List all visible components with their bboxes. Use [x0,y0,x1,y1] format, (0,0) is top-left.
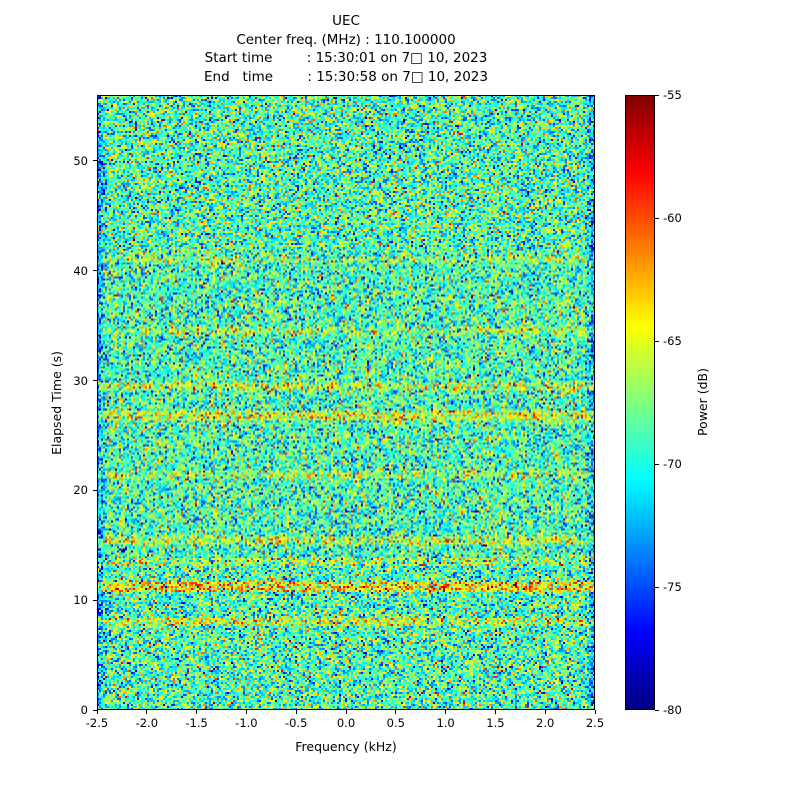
colorbar-label-text: Power (dB) [694,368,710,437]
y-tick-mark [93,709,97,711]
x-tick-label: -1.0 [235,716,258,730]
x-tick-label: 2.0 [536,716,555,730]
y-tick-label: 40 [73,263,88,278]
end-time-line: End time : 15:30:58 on 7□ 10, 2023 [204,68,488,85]
y-tick-mark [93,599,97,601]
y-tick-mark [93,160,97,162]
x-tick-mark [494,710,496,714]
x-tick-label: 1.0 [436,716,455,730]
y-tick-label: 50 [73,153,88,168]
colorbar-tick-label: -70 [663,457,682,471]
y-axis: 0 10 20 30 40 50 [57,95,97,717]
y-tick-mark [93,489,97,491]
y-tick-label: 0 [80,703,88,717]
colorbar-axis: -55 -60 -65 -70 -75 -80 [655,88,700,717]
x-tick-label: -1.5 [185,716,208,730]
y-tick-mark [93,380,97,382]
colorbar-tick-mark [655,217,659,219]
x-tick-mark [295,710,297,714]
colorbar-tick-mark [655,463,659,465]
x-tick-label: 1.5 [486,716,505,730]
colorbar-tick-mark [655,340,659,342]
y-axis-label-text: Elapsed Time (s) [48,350,64,455]
colorbar-tick-mark [655,94,659,96]
y-tick-label: 20 [73,483,88,498]
x-tick-mark [395,710,397,714]
x-tick-label: -0.5 [284,716,308,730]
colorbar-tick-mark [655,709,659,711]
x-axis-label: Frequency (kHz) [295,739,397,754]
colorbar-tick-label: -60 [663,211,682,225]
x-tick-label: 2.5 [585,716,605,730]
x-tick-label: 0.5 [386,716,405,730]
x-tick-mark [245,710,247,714]
x-tick-mark [196,710,198,714]
x-tick-mark [594,710,596,714]
colorbar-tick-mark [655,586,659,588]
colorbar-tick-label: -80 [663,703,682,717]
title-block: UEC Center freq. (MHz) : 110.100000 Star… [97,12,595,86]
start-time-line: Start time : 15:30:01 on 7□ 10, 2023 [204,50,488,66]
y-tick-mark [93,270,97,272]
x-tick-label: 0.0 [336,716,356,730]
y-axis-label: Elapsed Time (s) [46,95,66,710]
colorbar-tick-label: -55 [663,88,682,102]
colorbar-tick-label: -65 [663,334,682,348]
y-tick-label: 30 [73,373,88,388]
x-tick-mark [146,710,148,714]
x-tick-mark [96,710,98,714]
chart-title: UEC [332,13,360,29]
x-tick-label: -2.0 [135,716,159,730]
x-axis: -2.5 -2.0 -1.5 -1.0 -0.5 0.0 0.5 1.0 1.5 2.0 2.5 [86,710,604,742]
colorbar [625,95,655,710]
colorbar-tick-label: -75 [663,580,682,594]
x-tick-mark [345,710,347,714]
x-tick-mark [544,710,546,714]
y-tick-label: 10 [73,593,88,608]
x-tick-mark [445,710,447,714]
x-tick-label: -2.5 [85,716,109,730]
center-freq-line: Center freq. (MHz) : 110.100000 [236,31,456,48]
colorbar-label: Power (dB) [692,95,712,710]
spectrogram-heatmap [97,95,595,710]
